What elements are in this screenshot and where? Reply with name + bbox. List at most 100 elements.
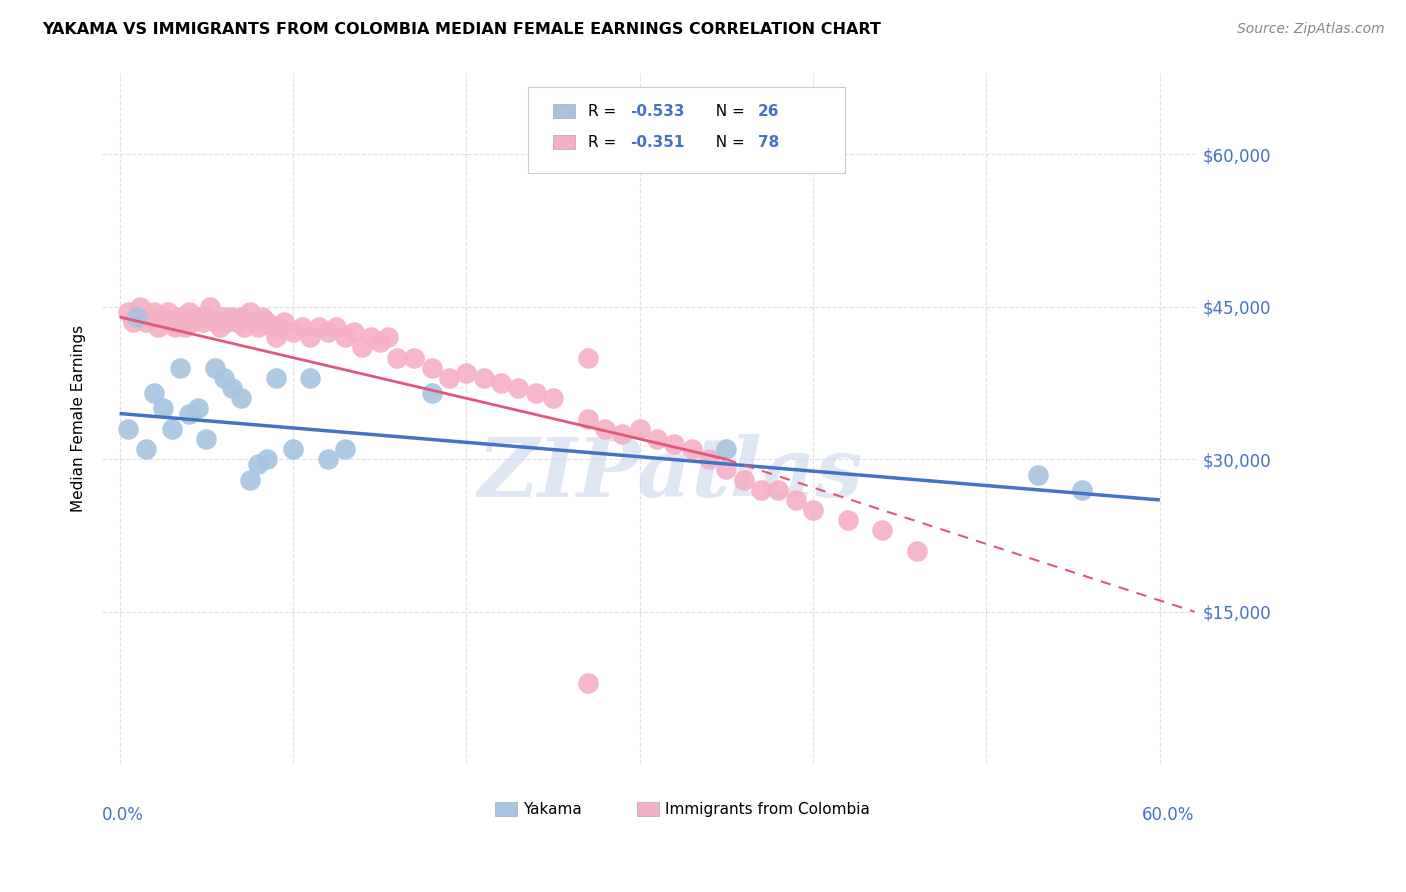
Point	[837, 513, 859, 527]
Point	[262, 320, 284, 334]
Point	[628, 422, 651, 436]
Point	[508, 381, 530, 395]
Point	[456, 366, 478, 380]
Point	[221, 310, 243, 324]
Point	[1028, 467, 1050, 482]
Point	[281, 442, 304, 457]
FancyBboxPatch shape	[554, 136, 575, 149]
Point	[801, 503, 824, 517]
Point	[191, 315, 214, 329]
Point	[117, 305, 139, 319]
Point	[524, 386, 547, 401]
Point	[125, 310, 148, 324]
Text: N =: N =	[706, 135, 749, 150]
Point	[437, 371, 460, 385]
Point	[377, 330, 399, 344]
Point	[1070, 483, 1092, 497]
FancyBboxPatch shape	[495, 802, 517, 816]
Point	[273, 315, 295, 329]
Point	[239, 473, 262, 487]
Point	[420, 386, 443, 401]
Point	[177, 407, 200, 421]
Point	[749, 483, 772, 497]
Point	[333, 442, 356, 457]
Point	[135, 315, 157, 329]
Point	[125, 310, 148, 324]
Point	[174, 320, 197, 334]
Point	[733, 473, 755, 487]
Text: Immigrants from Colombia: Immigrants from Colombia	[665, 802, 870, 817]
Point	[299, 371, 322, 385]
Text: YAKAMA VS IMMIGRANTS FROM COLOMBIA MEDIAN FEMALE EARNINGS CORRELATION CHART: YAKAMA VS IMMIGRANTS FROM COLOMBIA MEDIA…	[42, 22, 882, 37]
Text: 0.0%: 0.0%	[103, 805, 143, 823]
Point	[316, 325, 339, 339]
Point	[264, 330, 287, 344]
Point	[195, 432, 218, 446]
Point	[152, 401, 174, 416]
Point	[420, 360, 443, 375]
Point	[264, 371, 287, 385]
Point	[576, 411, 599, 425]
Point	[308, 320, 330, 334]
Point	[209, 320, 232, 334]
Text: R =: R =	[588, 103, 621, 119]
Point	[576, 351, 599, 365]
Point	[129, 300, 152, 314]
Point	[160, 422, 183, 436]
Point	[247, 320, 270, 334]
Point	[139, 310, 162, 324]
Point	[152, 310, 174, 324]
Point	[645, 432, 668, 446]
Point	[157, 305, 180, 319]
Text: N =: N =	[706, 103, 749, 119]
Point	[187, 401, 209, 416]
Point	[169, 310, 191, 324]
Point	[226, 315, 249, 329]
Point	[169, 360, 191, 375]
Point	[472, 371, 495, 385]
Point	[212, 310, 235, 324]
Point	[117, 422, 139, 436]
Point	[716, 462, 738, 476]
Point	[221, 381, 243, 395]
Point	[143, 386, 166, 401]
FancyBboxPatch shape	[637, 802, 659, 816]
Point	[250, 310, 273, 324]
FancyBboxPatch shape	[554, 104, 575, 118]
Point	[229, 392, 252, 406]
Text: Source: ZipAtlas.com: Source: ZipAtlas.com	[1237, 22, 1385, 37]
Point	[247, 458, 270, 472]
Point	[229, 310, 252, 324]
Point	[256, 315, 278, 329]
Point	[160, 315, 183, 329]
Point	[233, 320, 256, 334]
Point	[122, 315, 145, 329]
Point	[333, 330, 356, 344]
Point	[135, 442, 157, 457]
Point	[352, 341, 374, 355]
Point	[489, 376, 512, 390]
Point	[143, 305, 166, 319]
Point	[204, 315, 226, 329]
Point	[316, 452, 339, 467]
Point	[212, 371, 235, 385]
Point	[681, 442, 703, 457]
Point	[181, 315, 204, 329]
Point	[576, 676, 599, 690]
Text: 78: 78	[758, 135, 779, 150]
FancyBboxPatch shape	[529, 87, 845, 173]
Point	[716, 442, 738, 457]
Point	[404, 351, 426, 365]
Point	[187, 310, 209, 324]
Y-axis label: Median Female Earnings: Median Female Earnings	[72, 325, 86, 512]
Point	[239, 305, 262, 319]
Point	[163, 320, 186, 334]
Point	[243, 315, 266, 329]
Point	[325, 320, 347, 334]
Point	[146, 320, 169, 334]
Text: ZIPatlas: ZIPatlas	[478, 434, 863, 514]
Point	[368, 335, 391, 350]
Point	[343, 325, 366, 339]
Text: Yakama: Yakama	[523, 802, 582, 817]
Point	[198, 300, 221, 314]
